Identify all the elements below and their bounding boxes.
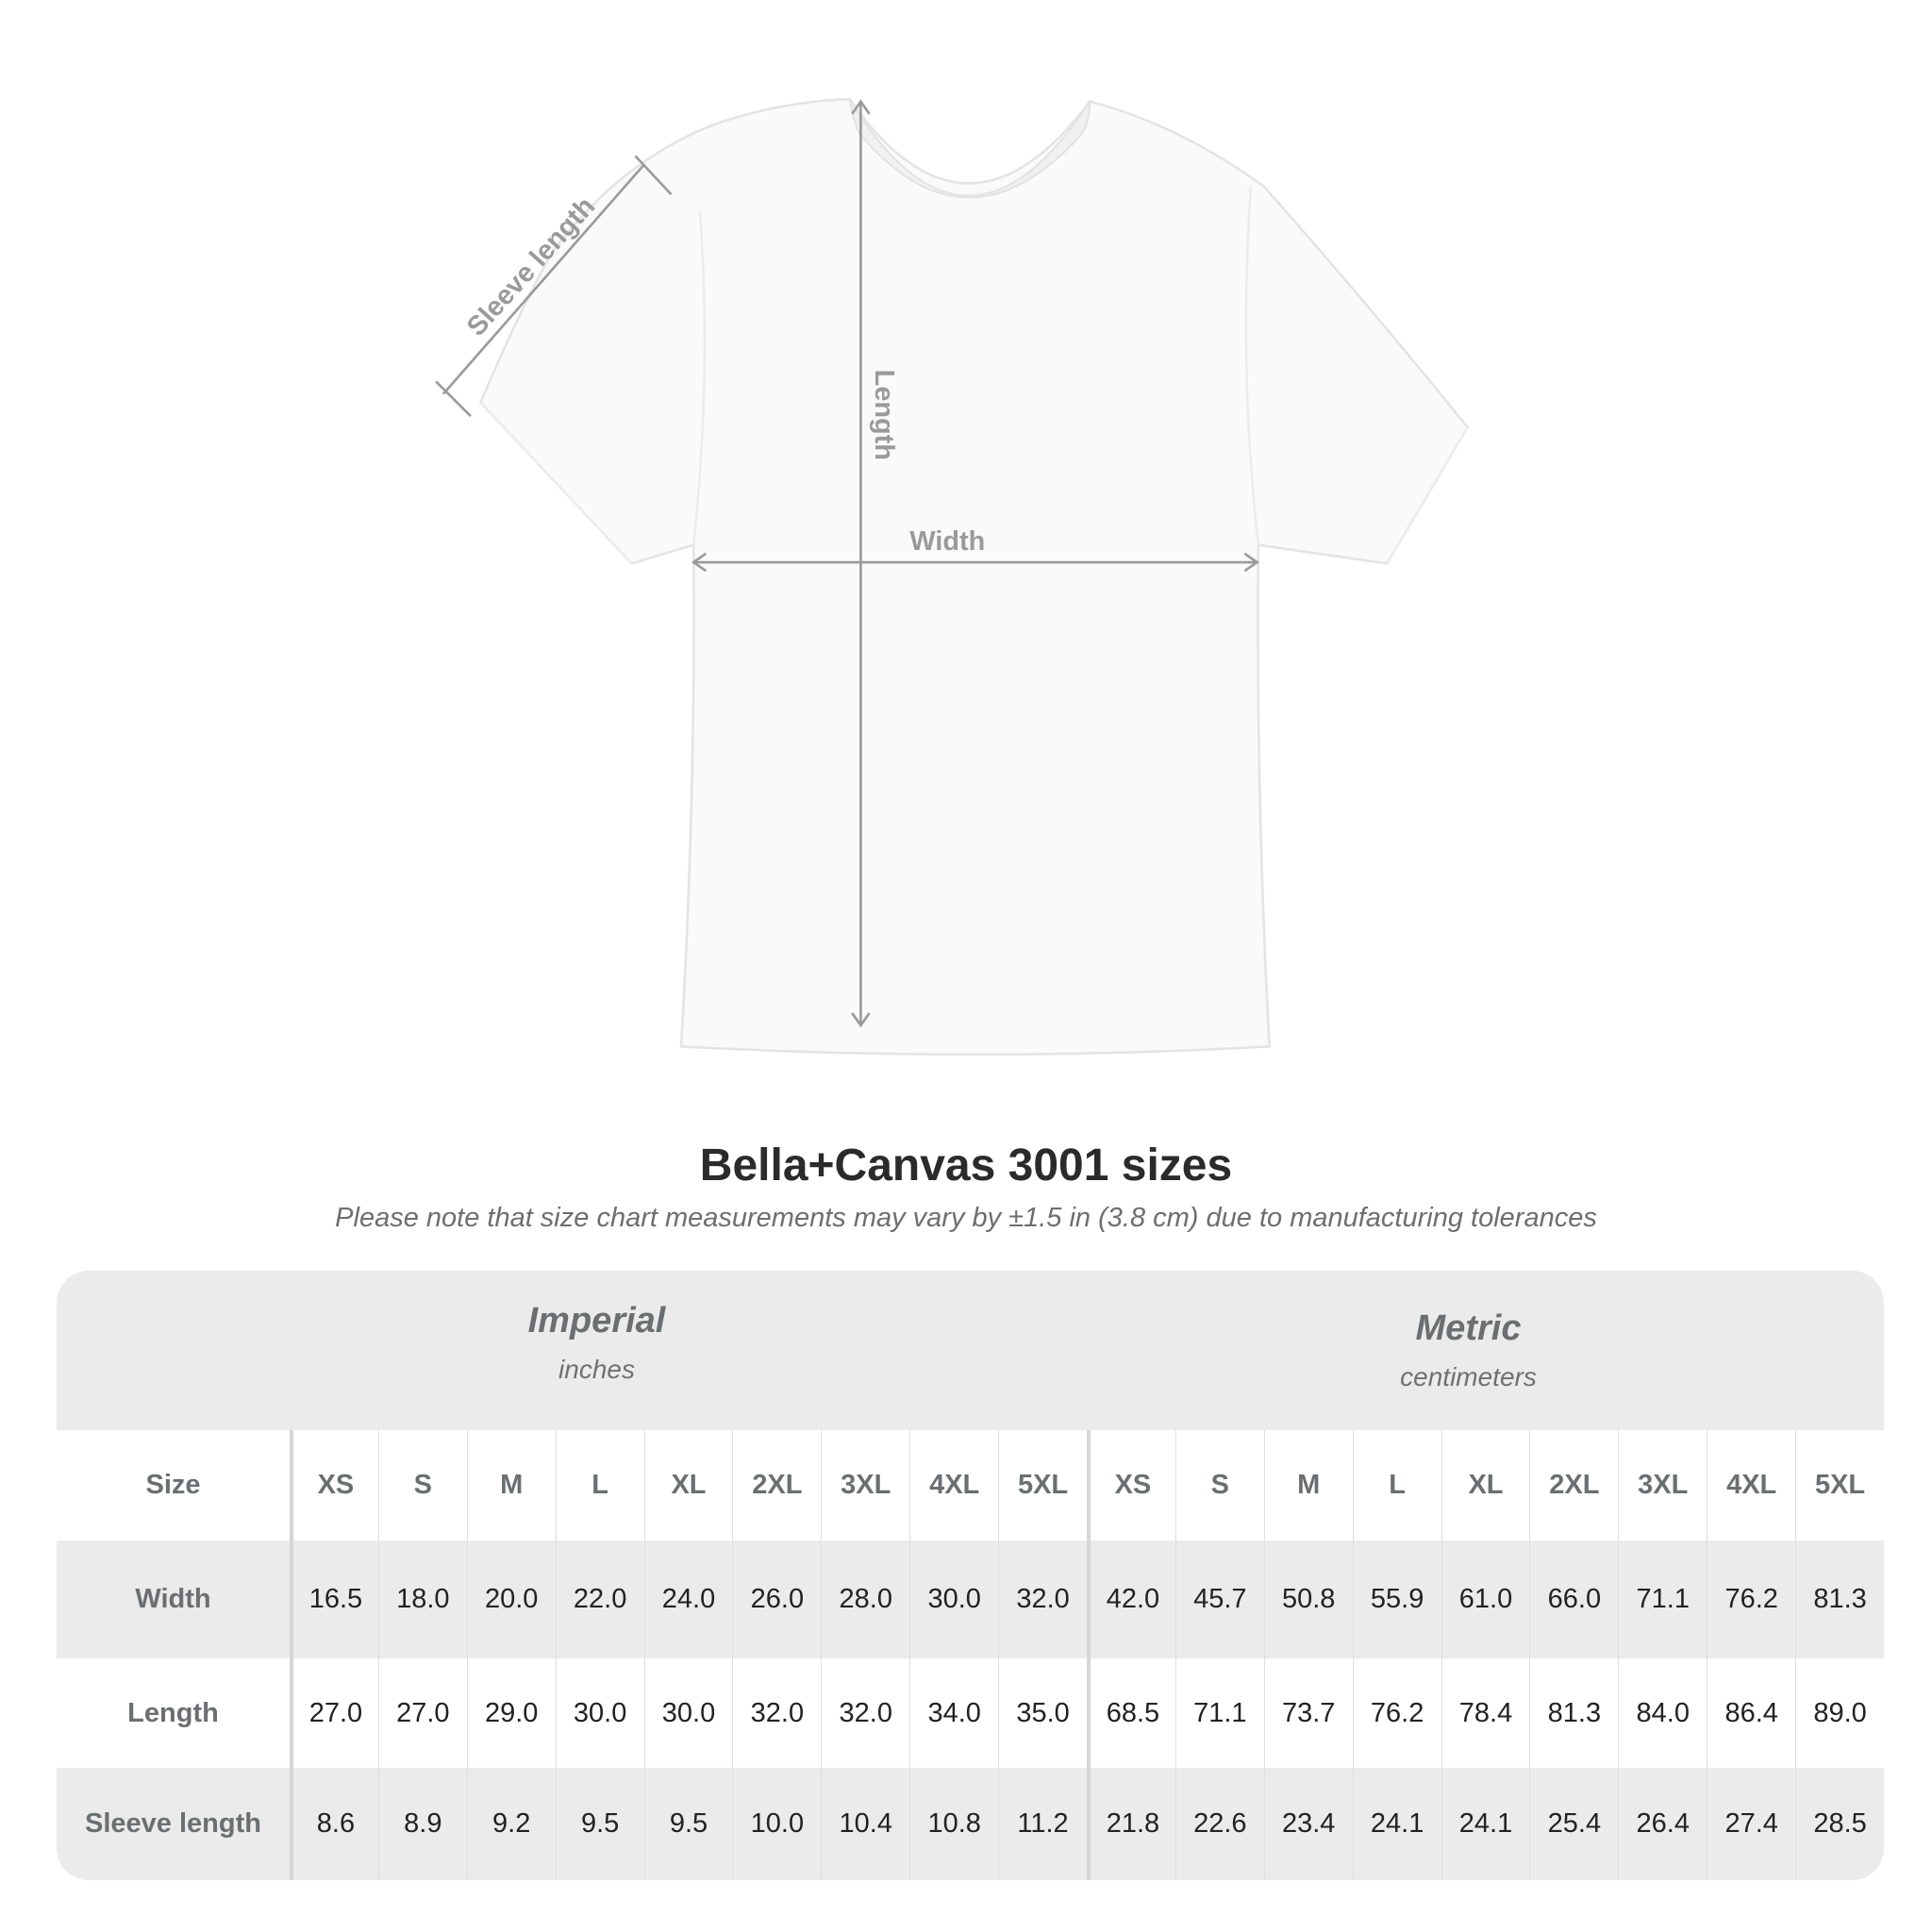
- imperial-cell: 10.4: [821, 1768, 910, 1880]
- metric-cell: 22.6: [1174, 1768, 1264, 1880]
- metric-cell: S: [1174, 1430, 1264, 1541]
- metric-cell: 86.4: [1707, 1658, 1796, 1768]
- tshirt-image: [478, 97, 1470, 1057]
- metric-cell: 23.4: [1263, 1768, 1353, 1880]
- metric-cell: 61.0: [1441, 1541, 1530, 1658]
- imperial-cell: 35.0: [998, 1658, 1087, 1768]
- imperial-cell: L: [555, 1430, 644, 1541]
- imperial-cell: 20.0: [466, 1541, 556, 1658]
- metric-cell: XL: [1441, 1430, 1530, 1541]
- metric-cell: 71.1: [1174, 1658, 1264, 1768]
- arrow-left-icon: [691, 552, 708, 573]
- metric-cell: M: [1263, 1430, 1353, 1541]
- imperial-cell: 8.6: [290, 1768, 378, 1880]
- imperial-cell: 32.0: [998, 1541, 1087, 1658]
- metric-cell: 81.3: [1795, 1541, 1884, 1658]
- metric-cell: XS: [1086, 1430, 1175, 1541]
- imperial-cell: 9.2: [466, 1768, 556, 1880]
- metric-cell: 50.8: [1263, 1541, 1353, 1658]
- page-title: Bella+Canvas 3001 sizes: [699, 1141, 1233, 1191]
- imperial-cell: 24.0: [643, 1541, 733, 1658]
- imperial-cell: 30.0: [555, 1658, 644, 1768]
- imperial-cell: 27.0: [377, 1658, 467, 1768]
- metric-cell: 27.4: [1707, 1768, 1796, 1880]
- metric-cell: 25.4: [1529, 1768, 1619, 1880]
- metric-cell: 45.7: [1174, 1541, 1264, 1658]
- imperial-cell: 27.0: [290, 1658, 378, 1768]
- metric-cell: 71.1: [1618, 1541, 1707, 1658]
- imperial-cell: 16.5: [290, 1541, 378, 1658]
- metric-cell: 3XL: [1618, 1430, 1707, 1541]
- imperial-cell: 32.0: [732, 1658, 822, 1768]
- imperial-cell: XS: [290, 1430, 378, 1541]
- arrow-down-icon: [851, 1012, 871, 1028]
- arrow-right-icon: [1243, 552, 1259, 573]
- row-label: Width: [57, 1541, 290, 1658]
- sleeve-tick-bottom: [435, 380, 472, 418]
- row-label: Size: [57, 1430, 290, 1541]
- imperial-cell: 22.0: [555, 1541, 644, 1658]
- metric-cell: 42.0: [1086, 1541, 1175, 1658]
- imperial-cell: 28.0: [821, 1541, 910, 1658]
- imperial-cell: 9.5: [643, 1768, 733, 1880]
- size-grid: Size XS S M L XL 2XL 3XL 4XL 5XL XS S M L XL 2XL 3XL 4XL 5…: [57, 1430, 1884, 1880]
- imperial-cell: 26.0: [732, 1541, 822, 1658]
- metric-cell: 28.5: [1795, 1768, 1884, 1880]
- imperial-cell: 30.0: [643, 1658, 733, 1768]
- metric-cell: 68.5: [1086, 1658, 1175, 1768]
- imperial-cell: 30.0: [909, 1541, 999, 1658]
- imperial-unit: inches: [558, 1355, 635, 1384]
- metric-cell: 55.9: [1352, 1541, 1441, 1658]
- metric-cell: 26.4: [1618, 1768, 1707, 1880]
- imperial-cell: 10.8: [909, 1768, 999, 1880]
- tshirt-seams: [479, 185, 1469, 565]
- metric-cell: 76.2: [1352, 1658, 1441, 1768]
- metric-cell: 66.0: [1529, 1541, 1619, 1658]
- metric-cell: 5XL: [1795, 1430, 1884, 1541]
- row-label: Sleeve length: [57, 1768, 290, 1880]
- metric-header: Metric centimeters: [1070, 1308, 1867, 1392]
- metric-cell: 76.2: [1707, 1541, 1796, 1658]
- tolerance-note: Please note that size chart measurements…: [335, 1203, 1597, 1233]
- metric-cell: 24.1: [1441, 1768, 1530, 1880]
- imperial-cell: 4XL: [909, 1430, 999, 1541]
- metric-cell: 4XL: [1707, 1430, 1796, 1541]
- imperial-cell: 29.0: [466, 1658, 556, 1768]
- sleeve-tick-top: [634, 155, 673, 196]
- width-label: Width: [909, 526, 985, 557]
- imperial-cell: 11.2: [998, 1768, 1087, 1880]
- metric-cell: L: [1352, 1430, 1441, 1541]
- sleeve-line: [442, 163, 645, 395]
- imperial-cell: XL: [643, 1430, 733, 1541]
- metric-unit: centimeters: [1400, 1362, 1537, 1391]
- imperial-cell: 34.0: [909, 1658, 999, 1768]
- metric-cell: 73.7: [1263, 1658, 1353, 1768]
- imperial-cell: S: [377, 1430, 467, 1541]
- arrow-up-icon: [851, 99, 871, 115]
- imperial-cell: 8.9: [377, 1768, 467, 1880]
- metric-cell: 21.8: [1086, 1768, 1175, 1880]
- imperial-cell: 18.0: [377, 1541, 467, 1658]
- imperial-cell: 9.5: [555, 1768, 644, 1880]
- imperial-cell: M: [466, 1430, 556, 1541]
- imperial-header: Imperial inches: [198, 1301, 995, 1385]
- row-label: Length: [57, 1658, 290, 1768]
- imperial-cell: 5XL: [998, 1430, 1087, 1541]
- metric-cell: 24.1: [1352, 1768, 1441, 1880]
- imperial-cell: 32.0: [821, 1658, 910, 1768]
- unit-header: Imperial inches Metric centimeters: [57, 1271, 1884, 1430]
- imperial-title: Imperial: [527, 1301, 666, 1341]
- metric-cell: 81.3: [1529, 1658, 1619, 1768]
- metric-cell: 2XL: [1529, 1430, 1619, 1541]
- metric-cell: 89.0: [1795, 1658, 1884, 1768]
- imperial-cell: 3XL: [821, 1430, 910, 1541]
- metric-title: Metric: [1415, 1308, 1522, 1348]
- size-table: Imperial inches Metric centimeters Size X…: [57, 1271, 1884, 1880]
- length-label: Length: [869, 370, 899, 460]
- imperial-cell: 10.0: [732, 1768, 822, 1880]
- imperial-cell: 2XL: [732, 1430, 822, 1541]
- metric-cell: 84.0: [1618, 1658, 1707, 1768]
- metric-cell: 78.4: [1441, 1658, 1530, 1768]
